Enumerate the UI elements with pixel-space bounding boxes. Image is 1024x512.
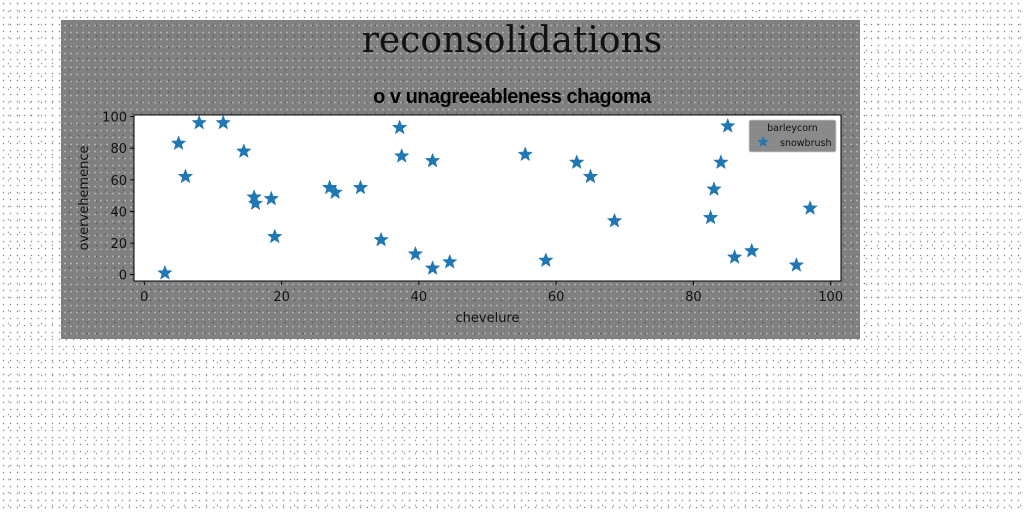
x-tick-label: 0 [140, 290, 148, 305]
y-tick-label: 80 [110, 142, 127, 157]
data-point [352, 179, 369, 195]
data-point [391, 119, 408, 135]
data-point [266, 228, 283, 244]
data-point [582, 168, 599, 184]
y-axis-label: overvehemence [77, 146, 92, 251]
data-point [441, 253, 458, 269]
data-point [157, 264, 173, 280]
data-point [424, 152, 441, 168]
legend-label: snowbrush [780, 138, 831, 149]
data-point [788, 256, 805, 272]
data-point [177, 168, 194, 184]
y-tick-label: 0 [119, 269, 127, 284]
data-point [263, 190, 280, 206]
data-point [215, 114, 232, 130]
data-point [726, 249, 743, 264]
data-point [236, 143, 252, 159]
y-tick-label: 100 [102, 111, 127, 126]
data-point [517, 146, 534, 162]
data-point [191, 114, 208, 130]
x-tick-label: 100 [818, 290, 843, 305]
chart-title: o v unagreeableness chagoma [373, 86, 651, 108]
y-tick-label: 20 [110, 237, 127, 252]
data-point [568, 154, 585, 170]
legend-title: barleycorn [767, 123, 818, 134]
data-point [802, 200, 818, 215]
data-point [373, 231, 389, 247]
data-point [719, 117, 736, 133]
data-point [606, 212, 623, 228]
y-tick-label: 60 [110, 174, 127, 189]
x-tick-label: 20 [273, 290, 290, 305]
legend-marker [757, 135, 769, 148]
x-tick-label: 60 [548, 290, 565, 305]
x-axis-label: chevelure [456, 311, 520, 326]
data-point [424, 260, 441, 275]
data-point [327, 184, 343, 200]
figure-super-title: reconsolidations [361, 20, 663, 61]
data-point [743, 242, 760, 258]
data-point [713, 154, 729, 170]
x-tick-label: 80 [685, 290, 702, 305]
data-point [538, 252, 554, 268]
data-point [247, 195, 264, 211]
x-tick-label: 40 [411, 290, 428, 305]
y-tick-label: 40 [110, 205, 127, 220]
data-point [170, 135, 187, 151]
legend-box [748, 119, 837, 153]
data-point [706, 181, 722, 196]
data-point [702, 209, 719, 225]
data-point [393, 147, 410, 163]
data-point [407, 245, 424, 261]
